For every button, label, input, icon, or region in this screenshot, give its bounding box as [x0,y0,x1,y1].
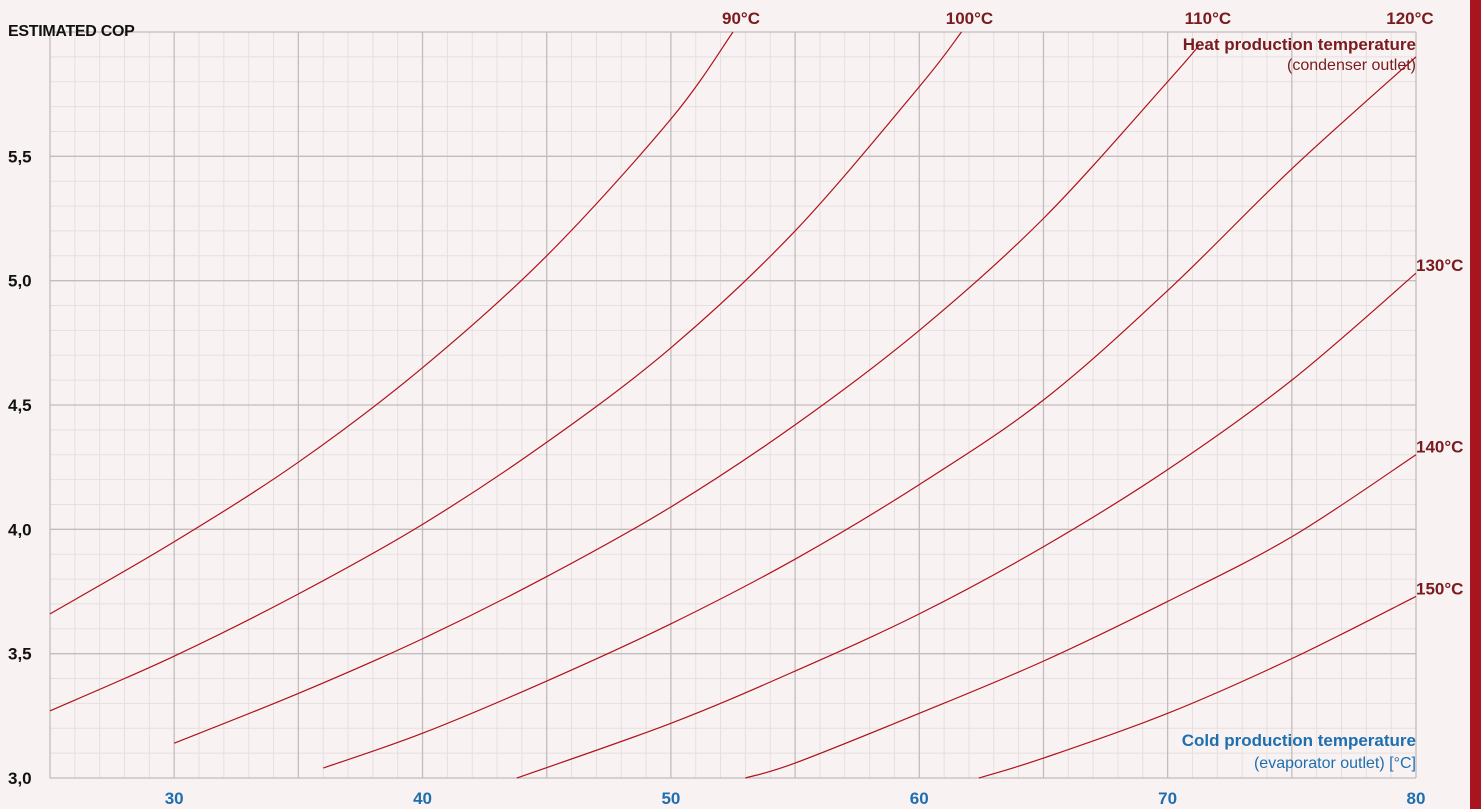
series-line-4 [516,272,1417,779]
series-line-2 [173,44,1201,744]
series-label: 150°C [1416,579,1463,598]
major-grid [49,31,1417,779]
x-tick-label: 30 [165,789,184,808]
y-tick-label: 3,0 [8,769,32,788]
x-tick-label: 70 [1158,789,1177,808]
y-tick-label: 5,0 [8,272,32,291]
x-tick-label: 80 [1407,789,1426,808]
series-label: 130°C [1416,256,1463,275]
right-accent-band [1470,0,1481,809]
cold-axis-subtitle: (evaporator outlet) [°C] [1254,755,1416,772]
series-line-6 [978,595,1417,779]
y-tick-label: 4,0 [8,520,32,539]
y-tick-label: 4,5 [8,396,32,415]
x-tick-label: 50 [661,789,680,808]
tick-labels: 3,0 3,5 4,0 4,5 5,0 5,5 30 40 50 60 70 80 [8,147,1425,808]
y-axis-label: ESTIMATED COP [8,23,135,40]
series-line-3 [323,56,1417,769]
series-label: 110°C [1185,9,1232,28]
series-label: 140°C [1416,438,1463,457]
heat-axis-subtitle: (condenser outlet) [1287,57,1416,74]
series-label: 120°C [1386,9,1433,28]
series-label: 100°C [946,9,993,28]
y-tick-label: 3,5 [8,645,32,664]
series-line-0 [49,31,734,615]
series-labels: 90°C 100°C 110°C 120°C 130°C 140°C 150°C [722,9,1463,598]
x-tick-label: 40 [413,789,432,808]
series-line-5 [745,454,1417,779]
series-lines [49,31,1417,779]
cold-axis-title: Cold production temperature [1182,731,1416,750]
x-tick-label: 60 [910,789,929,808]
series-line-1 [49,31,962,712]
series-label: 90°C [722,9,760,28]
y-tick-label: 5,5 [8,147,32,166]
heat-axis-title: Heat production temperature [1183,35,1416,54]
